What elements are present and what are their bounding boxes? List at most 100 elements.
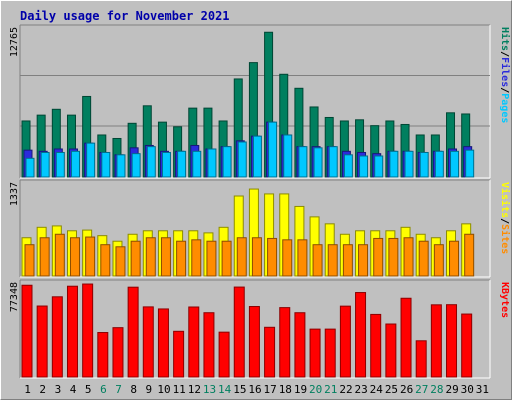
bar-pages-27 [419,151,429,178]
bar-sites-25 [388,237,399,277]
bar-kbytes-6 [97,332,109,378]
legend-separator: / [499,51,510,57]
bar-pages-5 [86,142,96,178]
bar-kbytes-19 [294,312,306,378]
x-tick-31: 31 [476,383,489,396]
bar-kbytes-1 [21,284,33,378]
bar-pages-24 [374,155,384,178]
bar-pages-21 [328,146,338,178]
legend-visits: Visits [499,182,511,218]
x-tick-4: 4 [70,383,77,396]
bar-sites-5 [85,236,96,277]
x-tick-5: 5 [85,383,92,396]
bar-kbytes-10 [157,308,169,378]
bar-kbytes-24 [370,313,382,378]
bar-kbytes-30 [461,313,473,378]
bar-sites-14 [221,240,232,277]
chart-title: Daily usage for November 2021 [20,9,230,23]
bar-pages-11 [177,150,187,178]
bar-sites-3 [54,233,65,277]
x-tick-23: 23 [355,383,368,396]
x-tick-29: 29 [445,383,458,396]
bar-kbytes-13 [203,312,215,378]
x-tick-30: 30 [461,383,474,396]
x-tick-19: 19 [294,383,307,396]
bar-kbytes-27 [415,340,427,378]
bar-pages-30 [465,149,475,178]
panel-max-label: 1337 [9,182,20,206]
bar-sites-8 [130,240,141,277]
x-tick-6: 6 [100,383,107,396]
x-tick-11: 11 [173,383,186,396]
bar-pages-7 [116,154,126,178]
bar-sites-12 [191,239,202,277]
bar-pages-13 [207,148,217,178]
x-tick-13: 13 [203,383,216,396]
bar-kbytes-4 [66,285,78,378]
bar-sites-20 [312,244,323,277]
bar-kbytes-17 [264,326,276,378]
panel-legend: Hits/Files/Pages [499,27,511,123]
bar-kbytes-3 [51,296,63,378]
bar-sites-6 [100,244,111,277]
bar-kbytes-8 [127,286,139,378]
bar-kbytes-23 [355,292,367,378]
x-tick-2: 2 [39,383,46,396]
x-tick-27: 27 [415,383,428,396]
x-tick-18: 18 [279,383,292,396]
x-tick-26: 26 [400,383,413,396]
bar-sites-1 [24,244,35,277]
bar-sites-16 [251,237,262,277]
bar-sites-13 [206,240,217,277]
x-tick-28: 28 [430,383,443,396]
bar-pages-22 [343,154,353,178]
bar-kbytes-9 [142,306,154,378]
bar-pages-23 [359,155,369,178]
bar-kbytes-16 [248,306,260,378]
bar-sites-2 [39,237,50,277]
bar-sites-17 [267,237,278,277]
bar-sites-29 [449,240,460,277]
x-tick-16: 16 [248,383,261,396]
bar-sites-9 [145,237,156,277]
bar-sites-28 [433,244,444,277]
bar-kbytes-26 [400,297,412,378]
bar-kbytes-18 [279,307,291,378]
bar-pages-12 [192,150,202,178]
bar-pages-4 [70,150,80,178]
bar-kbytes-21 [324,328,336,378]
bar-kbytes-11 [173,330,185,378]
bar-pages-16 [252,135,262,178]
bar-kbytes-15 [233,286,245,378]
bar-sites-11 [176,240,187,277]
x-tick-17: 17 [264,383,277,396]
bar-sites-4 [69,237,80,277]
x-tick-7: 7 [115,383,122,396]
bar-kbytes-29 [446,304,458,378]
x-tick-21: 21 [324,383,337,396]
bar-pages-14 [222,146,232,178]
legend-sites: Sites [499,224,511,254]
x-tick-8: 8 [130,383,137,396]
x-tick-1: 1 [24,383,31,396]
bar-pages-3 [55,151,65,178]
bar-pages-26 [404,150,414,178]
bar-pages-15 [237,141,247,178]
x-tick-9: 9 [146,383,153,396]
bar-pages-6 [101,151,111,178]
bar-sites-24 [373,237,384,277]
bar-sites-21 [327,244,338,277]
bar-sites-30 [464,233,475,277]
x-tick-25: 25 [385,383,398,396]
bar-pages-17 [268,121,278,178]
legend-separator: / [499,218,510,224]
panel-legend: Visits/Sites [499,182,511,254]
bar-pages-2 [40,151,50,178]
x-tick-15: 15 [233,383,246,396]
bar-kbytes-22 [339,305,351,378]
legend-files: Files [499,57,511,87]
x-tick-10: 10 [157,383,170,396]
x-tick-14: 14 [218,383,232,396]
bar-kbytes-2 [36,305,48,378]
